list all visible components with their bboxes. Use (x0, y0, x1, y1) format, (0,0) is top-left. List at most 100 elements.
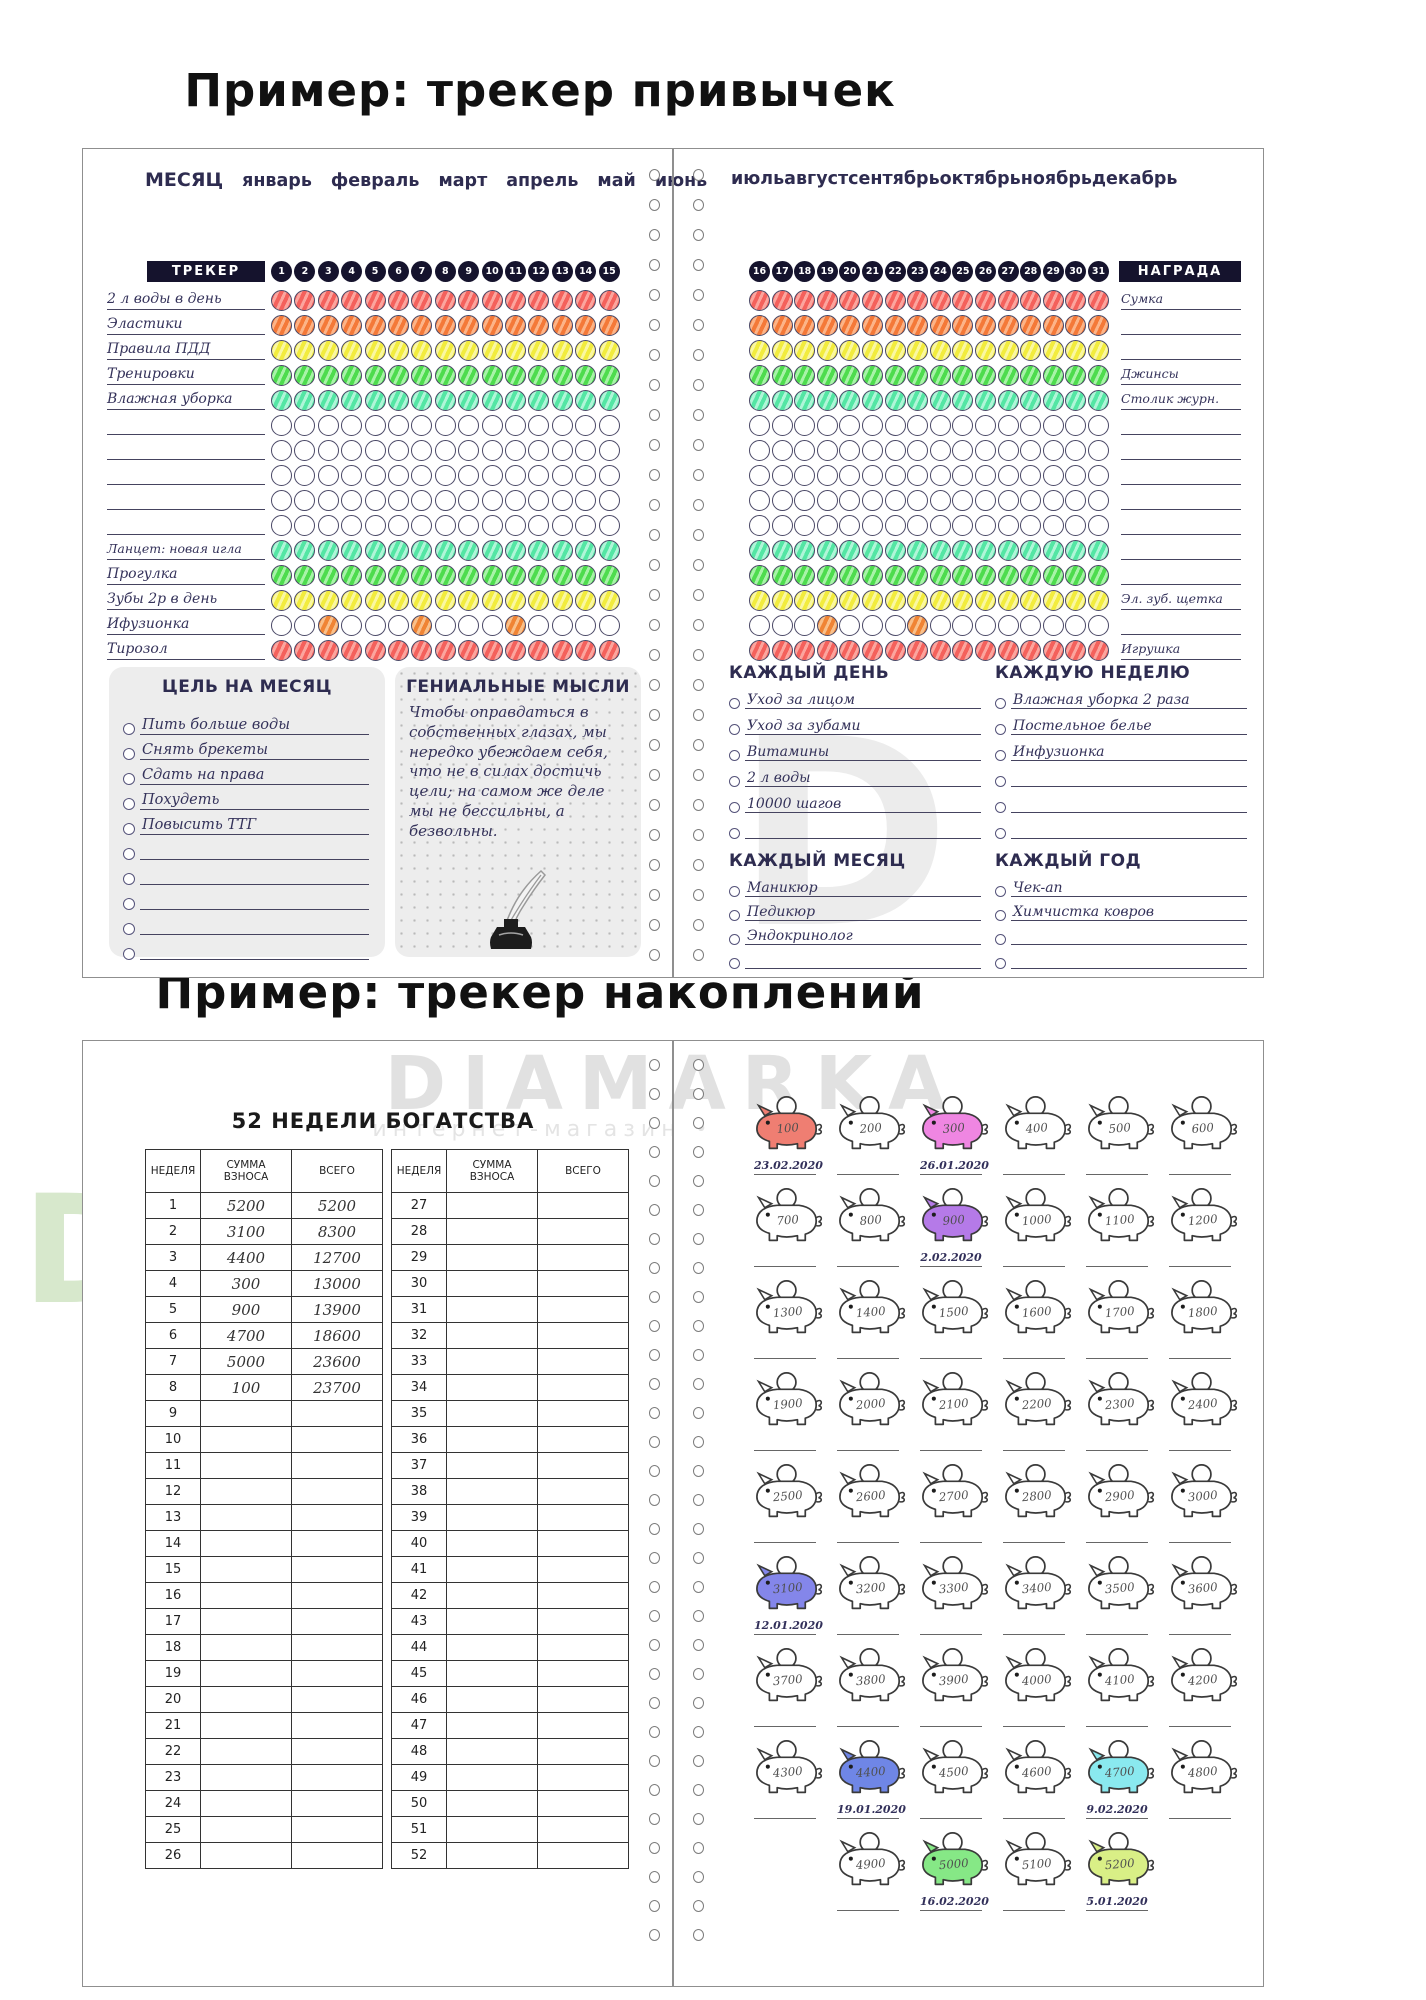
piggy-date-line (1003, 1895, 1065, 1911)
month-label: январь (242, 171, 312, 191)
piggy-date-line (837, 1435, 899, 1451)
savings-table-row: 22 (145, 1738, 383, 1765)
habit-day-circle (771, 490, 793, 511)
deposit-cell (446, 1374, 538, 1401)
habit-day-circle (839, 315, 861, 336)
svg-text:4900: 4900 (854, 1856, 886, 1873)
habit-day-circle (771, 315, 793, 336)
day-number: 29 (1042, 261, 1064, 282)
habit-day-circle (884, 490, 906, 511)
piggy-date-line (1086, 1435, 1148, 1451)
binder-hole (693, 889, 704, 901)
habit-day-circle (1088, 465, 1109, 486)
svg-text:4400: 4400 (854, 1764, 886, 1781)
habit-day-circle (598, 340, 620, 361)
binder-hole (649, 1407, 660, 1419)
deposit-cell (446, 1712, 538, 1739)
binder-hole (649, 1146, 660, 1158)
piggy-date-line (1169, 1159, 1231, 1175)
total-cell (537, 1348, 629, 1375)
reward-row-label (1121, 414, 1241, 435)
habit-day-circle (317, 640, 339, 661)
week-number-cell: 4 (145, 1270, 201, 1297)
goal-item-text: Похудеть (140, 792, 369, 810)
piggy-date-line (1003, 1619, 1065, 1635)
habit-day-circle (294, 615, 316, 636)
habit-day-circle (505, 290, 526, 311)
day-number: 16 (749, 261, 770, 282)
svg-text:4500: 4500 (937, 1764, 969, 1781)
piggy-date-line (920, 1343, 982, 1359)
habit-day-circle (481, 315, 503, 336)
total-cell: 13900 (291, 1296, 383, 1323)
svg-text:3500: 3500 (1104, 1580, 1135, 1597)
habit-day-circle (294, 315, 316, 336)
binder-hole (649, 859, 660, 871)
day-number: 21 (862, 261, 883, 282)
month-label: декабрь (1091, 169, 1178, 189)
goal-item-text (140, 959, 369, 960)
habit-day-circle (1065, 340, 1087, 361)
habit-day-circle (884, 365, 906, 386)
habit-day-circle (434, 590, 456, 611)
habit-day-circle (505, 365, 526, 386)
total-cell (537, 1374, 629, 1401)
piggy-date-line: 19.01.2020 (837, 1803, 906, 1819)
week-number-cell: 46 (391, 1686, 447, 1713)
total-cell (291, 1478, 383, 1505)
habit-day-circle (1042, 340, 1064, 361)
habit-day-circle (551, 490, 573, 511)
habit-day-circle (411, 640, 433, 661)
monthly-goal-title: ЦЕЛЬ НА МЕСЯЦ (161, 677, 333, 697)
habit-day-circle (1020, 315, 1042, 336)
svg-text:2800: 2800 (1020, 1488, 1052, 1505)
svg-text:3400: 3400 (1021, 1580, 1052, 1597)
savings-table-row: 47 (391, 1712, 629, 1739)
svg-text:500: 500 (1108, 1120, 1132, 1136)
habit-row-label (107, 464, 265, 485)
page-divider (672, 1041, 674, 1986)
binder-hole (693, 1523, 704, 1535)
habit-day-circle (528, 340, 550, 361)
checkbox-circle-icon (729, 910, 740, 921)
savings-table-row: 31 (391, 1296, 629, 1323)
habit-day-circle (1042, 390, 1064, 411)
periodic-item: Чек-ап (995, 877, 1247, 897)
habit-day-circle (862, 540, 883, 561)
habit-day-circle (388, 415, 409, 436)
habit-day-circle (317, 415, 339, 436)
reward-header: НАГРАДА (1119, 261, 1241, 282)
month-label: февраль (330, 171, 420, 191)
habit-day-circle (929, 415, 951, 436)
deposit-cell (200, 1504, 292, 1531)
checkbox-circle-icon (123, 898, 135, 910)
deposit-cell (446, 1816, 538, 1843)
month-label: июль (731, 169, 785, 189)
habit-day-circle (975, 565, 996, 586)
binder-hole (693, 589, 704, 601)
habit-day-circle (952, 290, 974, 311)
week-number-cell: 36 (391, 1426, 447, 1453)
habit-day-circle (907, 390, 929, 411)
binder-hole (693, 1610, 704, 1622)
habit-day-circle (481, 565, 503, 586)
binder-hole (649, 169, 660, 181)
habit-day-circle (271, 390, 292, 411)
checkbox-circle-icon (995, 724, 1006, 735)
habit-day-circle (862, 515, 883, 536)
week-number-cell: 48 (391, 1738, 447, 1765)
piggy-bank-icon: 3700 (756, 1648, 823, 1702)
week-number-cell: 41 (391, 1556, 447, 1583)
piggy-bank-cell: 3100 12.01.2020 (746, 1556, 824, 1635)
savings-table-row: 49 (391, 1764, 629, 1791)
habit-day-circle (975, 390, 996, 411)
total-cell (537, 1530, 629, 1557)
total-cell (537, 1608, 629, 1635)
deposit-cell (200, 1400, 292, 1427)
habit-day-circle (317, 615, 339, 636)
piggy-bank-cell: 3000 (1161, 1464, 1239, 1543)
deposit-cell (200, 1478, 292, 1505)
periodic-item-text (1011, 812, 1247, 813)
habit-day-circle (364, 415, 386, 436)
habit-row-label: Ланцет: новая игла (107, 539, 265, 560)
